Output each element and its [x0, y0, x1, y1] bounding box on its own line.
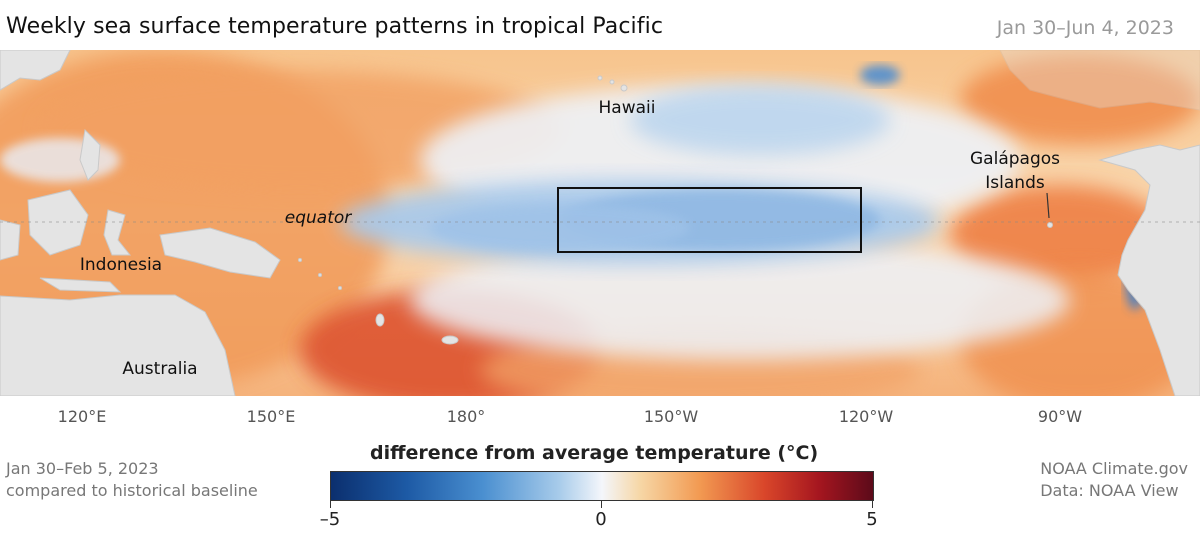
- legend-max-label: 5: [866, 509, 878, 530]
- lon-label-120e: 120°E: [57, 407, 107, 426]
- label-australia: Australia: [122, 359, 197, 379]
- baseline-note-dates: Jan 30–Feb 5, 2023: [6, 459, 159, 478]
- label-equator: equator: [285, 208, 353, 228]
- legend-tick-mid: [601, 500, 602, 508]
- lon-label-120w: 120°W: [838, 407, 894, 426]
- legend-min-label: –5: [319, 509, 341, 530]
- lon-label-150e: 150°E: [246, 407, 296, 426]
- lon-label-90w: 90°W: [1037, 407, 1083, 426]
- baseline-note-text: compared to historical baseline: [6, 481, 258, 500]
- label-galapagos-line1: Galápagos: [970, 149, 1060, 169]
- label-indonesia: Indonesia: [80, 255, 162, 275]
- label-hawaii: Hawaii: [599, 98, 656, 118]
- land-masses: [0, 50, 1200, 396]
- galapagos-pointer: [1046, 192, 1050, 219]
- nino34-region-box: [557, 187, 862, 253]
- legend-mid-label: 0: [595, 509, 607, 530]
- credit-data: Data: NOAA View: [1040, 481, 1179, 500]
- sst-anomaly-map: Hawaii Galápagos Islands equator Indones…: [0, 50, 1200, 396]
- baseline-note: Jan 30–Feb 5, 2023 compared to historica…: [6, 458, 258, 502]
- map-title: Weekly sea surface temperature patterns …: [6, 14, 664, 39]
- legend-tick-max: [872, 500, 873, 508]
- label-galapagos-line2: Islands: [985, 173, 1045, 193]
- legend-colorbar: [330, 471, 874, 501]
- date-range: Jan 30–Jun 4, 2023: [996, 17, 1174, 39]
- anomaly-shading: [0, 50, 1200, 396]
- credit: NOAA Climate.gov Data: NOAA View: [1040, 458, 1188, 502]
- lon-label-180: 180°: [446, 407, 486, 426]
- credit-source: NOAA Climate.gov: [1040, 459, 1188, 478]
- lon-label-150w: 150°W: [643, 407, 699, 426]
- legend-title: difference from average temperature (°C): [370, 442, 819, 464]
- legend-tick-min: [330, 500, 331, 508]
